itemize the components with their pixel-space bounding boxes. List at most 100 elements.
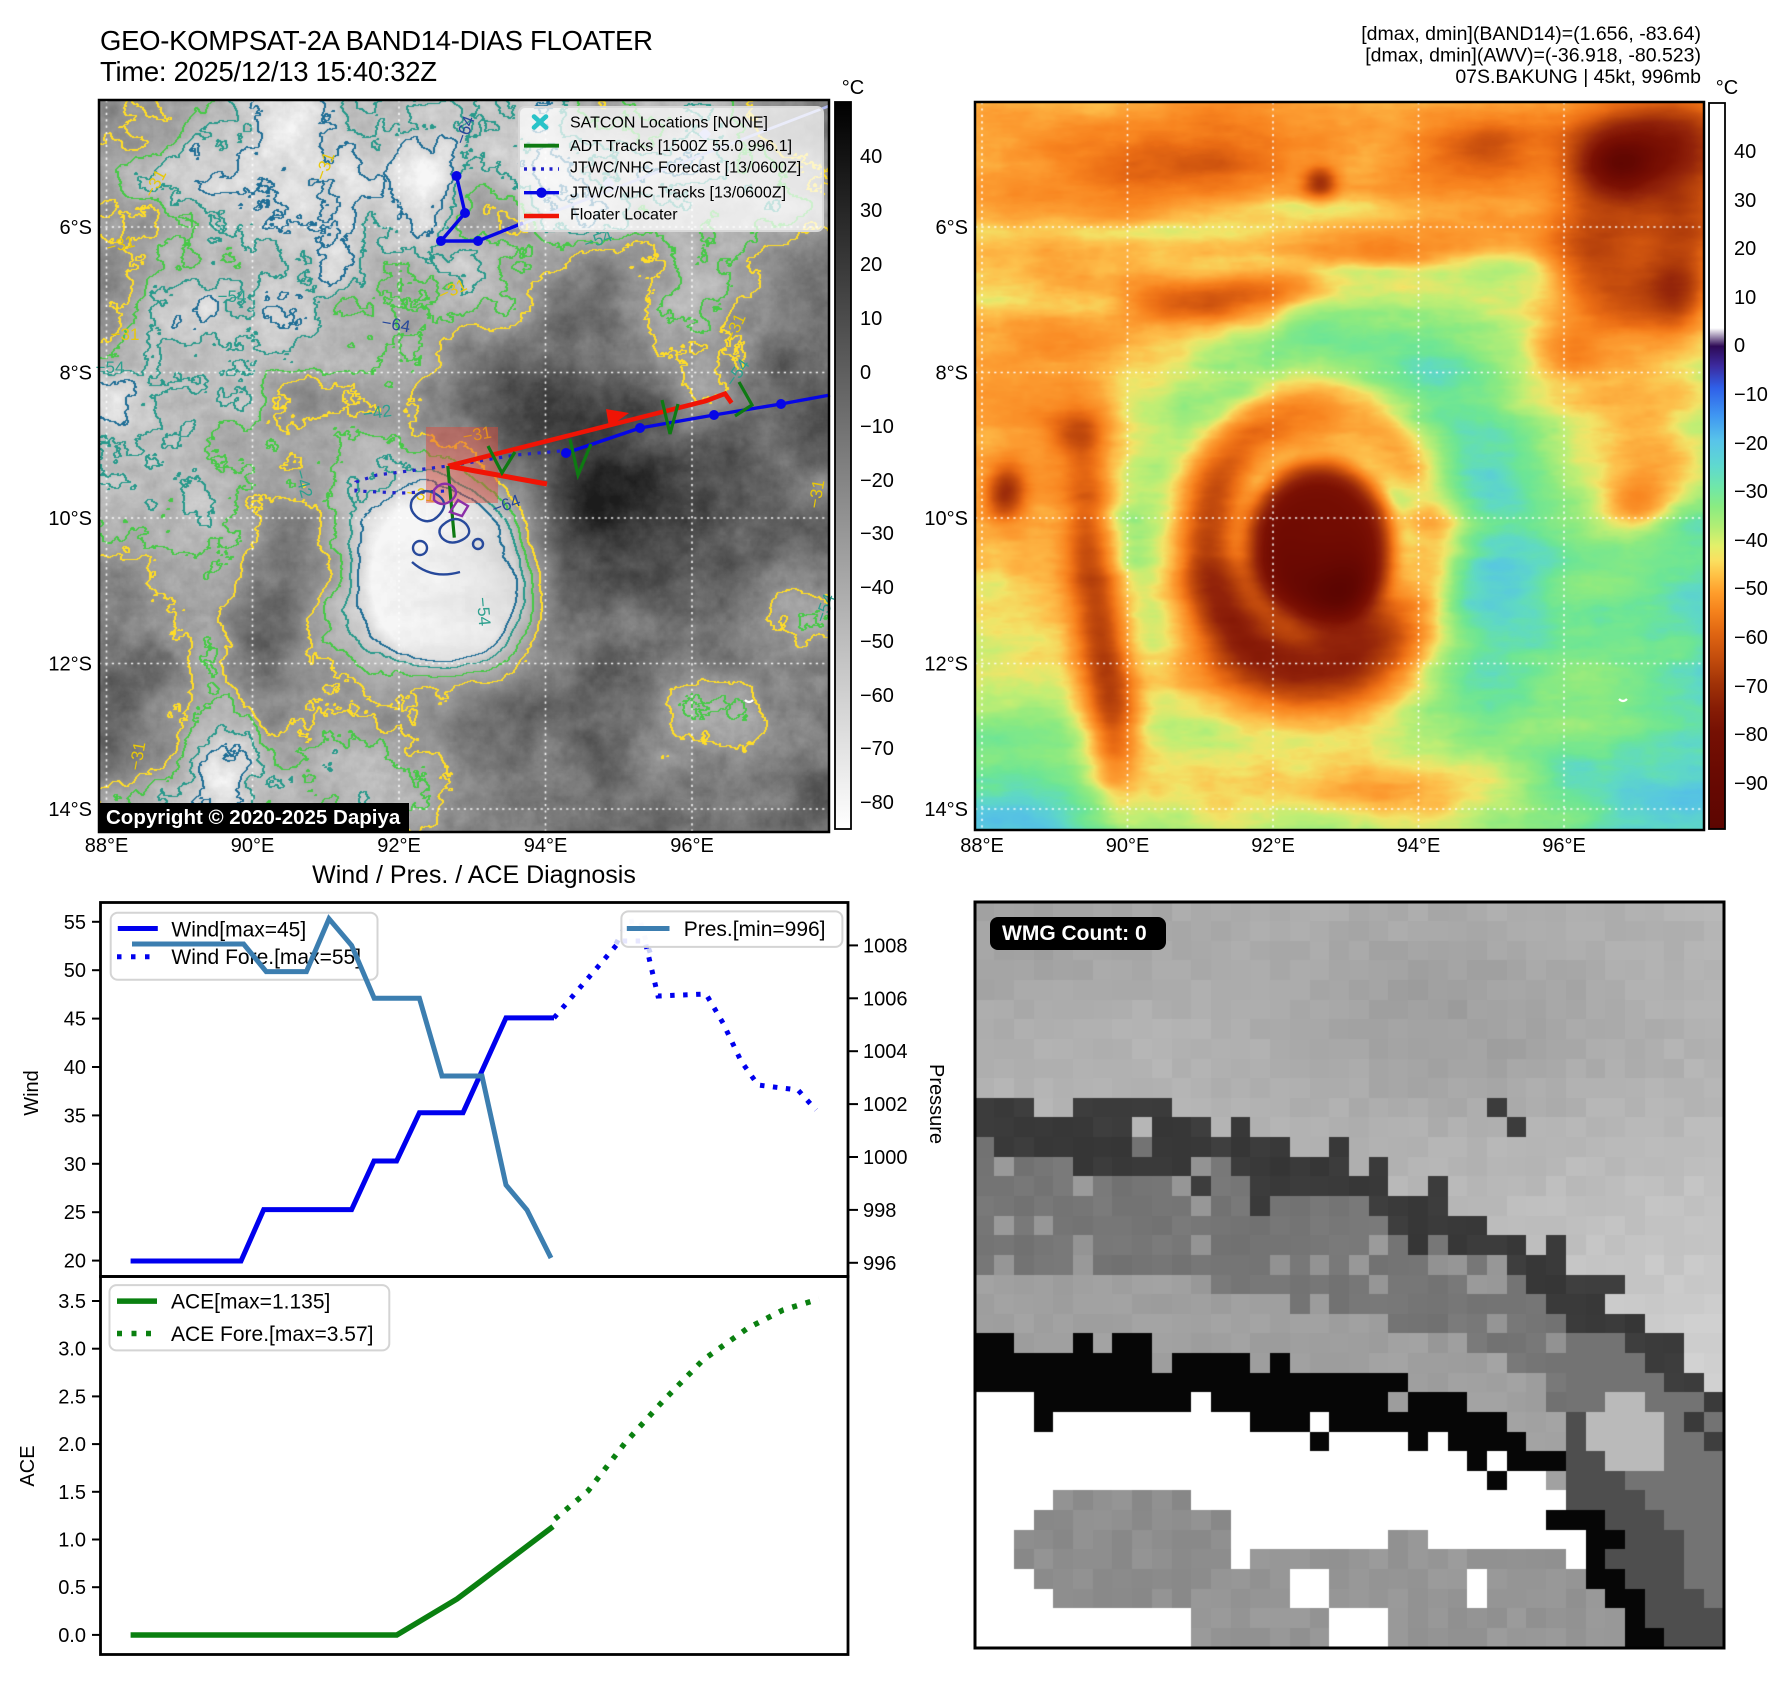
svg-text:−42: −42 [290, 467, 316, 500]
svg-text:10: 10 [860, 308, 882, 330]
svg-text:−50: −50 [1734, 578, 1768, 600]
svg-text:45: 45 [64, 1009, 86, 1031]
svg-text:94°E: 94°E [1397, 835, 1441, 857]
svg-text:3.0: 3.0 [58, 1339, 86, 1361]
svg-text:−31: −31 [126, 740, 150, 772]
svg-text:30: 30 [860, 200, 882, 222]
svg-text:90°E: 90°E [231, 835, 275, 857]
svg-text:8°S: 8°S [936, 363, 968, 385]
svg-text:WMG Count: 0: WMG Count: 0 [1002, 922, 1147, 945]
svg-text:07S.BAKUNG | 45kt, 996mb: 07S.BAKUNG | 45kt, 996mb [1455, 66, 1701, 88]
svg-text:−40: −40 [860, 577, 894, 599]
svg-text:−90: −90 [1734, 773, 1768, 795]
svg-text:1006: 1006 [863, 988, 908, 1010]
svg-text:−60: −60 [1734, 627, 1768, 649]
svg-text:Wind[max=45]: Wind[max=45] [171, 918, 306, 941]
svg-text:Pressure: Pressure [925, 1064, 947, 1144]
svg-text:−30: −30 [860, 523, 894, 545]
svg-text:[dmax, dmin](BAND14)=(1.656, -: [dmax, dmin](BAND14)=(1.656, -83.64) [1361, 23, 1701, 45]
svg-text:−70: −70 [1734, 676, 1768, 698]
svg-text:55: 55 [64, 912, 86, 934]
svg-text:1.0: 1.0 [58, 1530, 86, 1552]
svg-text:14°S: 14°S [924, 799, 968, 821]
svg-text:40: 40 [1734, 141, 1756, 163]
svg-text:88°E: 88°E [960, 835, 1004, 857]
svg-text:Copyright © 2020-2025 Dapiya: Copyright © 2020-2025 Dapiya [106, 806, 401, 829]
svg-text:2.0: 2.0 [58, 1434, 86, 1456]
svg-text:−54: −54 [473, 596, 494, 626]
svg-text:ACE[max=1.135]: ACE[max=1.135] [171, 1291, 330, 1314]
svg-text:88°E: 88°E [85, 835, 129, 857]
svg-text:96°E: 96°E [670, 835, 714, 857]
svg-text:10: 10 [1734, 287, 1756, 309]
svg-text:30: 30 [64, 1154, 86, 1176]
svg-text:1.5: 1.5 [58, 1482, 86, 1504]
svg-text:−20: −20 [860, 470, 894, 492]
svg-text:JTWC/NHC Tracks [13/0600Z]: JTWC/NHC Tracks [13/0600Z] [570, 185, 786, 202]
svg-text:25: 25 [64, 1202, 86, 1224]
svg-text:−40: −40 [1734, 530, 1768, 552]
svg-text:GEO-KOMPSAT-2A BAND14-DIAS FLO: GEO-KOMPSAT-2A BAND14-DIAS FLOATER [100, 25, 653, 56]
svg-text:ADT Tracks [1500Z 55.0 996.1]: ADT Tracks [1500Z 55.0 996.1] [570, 138, 792, 155]
svg-text:10°S: 10°S [48, 508, 92, 530]
svg-text:−31: −31 [140, 166, 170, 200]
svg-text:°C: °C [842, 77, 864, 99]
svg-text:Wind Fore.[max=55]: Wind Fore.[max=55] [171, 946, 361, 969]
svg-text:3.5: 3.5 [58, 1291, 86, 1313]
svg-text:−54: −54 [721, 356, 753, 391]
svg-text:20: 20 [860, 254, 882, 276]
svg-text:Wind / Pres. / ACE Diagnosis: Wind / Pres. / ACE Diagnosis [312, 861, 636, 889]
svg-text:−54: −54 [96, 358, 125, 377]
svg-text:998: 998 [863, 1200, 896, 1222]
svg-text:94°E: 94°E [524, 835, 568, 857]
svg-text:6°S: 6°S [936, 217, 968, 239]
svg-text:1000: 1000 [863, 1147, 908, 1169]
svg-text:−10: −10 [860, 416, 894, 438]
svg-text:30: 30 [1734, 190, 1756, 212]
svg-text:Pres.[min=996]: Pres.[min=996] [684, 918, 826, 941]
svg-text:−70: −70 [860, 738, 894, 760]
svg-text:−64: −64 [380, 313, 412, 337]
svg-text:−31: −31 [436, 275, 470, 304]
svg-text:−31: −31 [111, 325, 140, 344]
svg-text:90°E: 90°E [1106, 835, 1150, 857]
svg-text:[dmax, dmin](AWV)=(-36.918, -8: [dmax, dmin](AWV)=(-36.918, -80.523) [1365, 45, 1701, 67]
svg-text:20: 20 [1734, 238, 1756, 260]
svg-text:20: 20 [64, 1251, 86, 1273]
svg-text:−10: −10 [1734, 384, 1768, 406]
svg-text:ACE: ACE [17, 1445, 39, 1486]
svg-text:−31: −31 [461, 423, 493, 447]
svg-text:−42: −42 [362, 401, 393, 424]
svg-text:−64: −64 [451, 113, 479, 147]
svg-text:1004: 1004 [863, 1041, 908, 1063]
svg-text:40: 40 [64, 1057, 86, 1079]
svg-text:−31: −31 [720, 311, 749, 345]
svg-text:1008: 1008 [863, 935, 908, 957]
svg-text:−30: −30 [1734, 481, 1768, 503]
svg-text:−31: −31 [805, 478, 829, 510]
svg-text:2.5: 2.5 [58, 1386, 86, 1408]
svg-text:996: 996 [863, 1253, 896, 1275]
svg-text:0: 0 [1734, 335, 1745, 357]
svg-text:−80: −80 [1734, 724, 1768, 746]
svg-text:Time: 2025/12/13 15:40:32Z: Time: 2025/12/13 15:40:32Z [100, 56, 437, 87]
svg-text:−54: −54 [218, 287, 247, 306]
svg-text:12°S: 12°S [924, 654, 968, 676]
svg-text:96°E: 96°E [1542, 835, 1586, 857]
svg-text:92°E: 92°E [1251, 835, 1295, 857]
svg-text:8°S: 8°S [60, 363, 92, 385]
svg-text:−31: −31 [104, 232, 137, 258]
svg-text:Wind: Wind [21, 1070, 43, 1116]
svg-text:50: 50 [64, 960, 86, 982]
svg-text:−50: −50 [860, 631, 894, 653]
svg-text:92°E: 92°E [377, 835, 421, 857]
svg-text:−31: −31 [311, 149, 339, 183]
svg-text:35: 35 [64, 1105, 86, 1127]
svg-text:12°S: 12°S [48, 654, 92, 676]
svg-text:−60: −60 [860, 685, 894, 707]
svg-text:14°S: 14°S [48, 799, 92, 821]
svg-text:−20: −20 [1734, 433, 1768, 455]
svg-text:JTWC/NHC Forecast [13/0600Z]: JTWC/NHC Forecast [13/0600Z] [570, 160, 801, 177]
svg-text:6°S: 6°S [60, 217, 92, 239]
svg-text:°C: °C [1716, 77, 1738, 99]
